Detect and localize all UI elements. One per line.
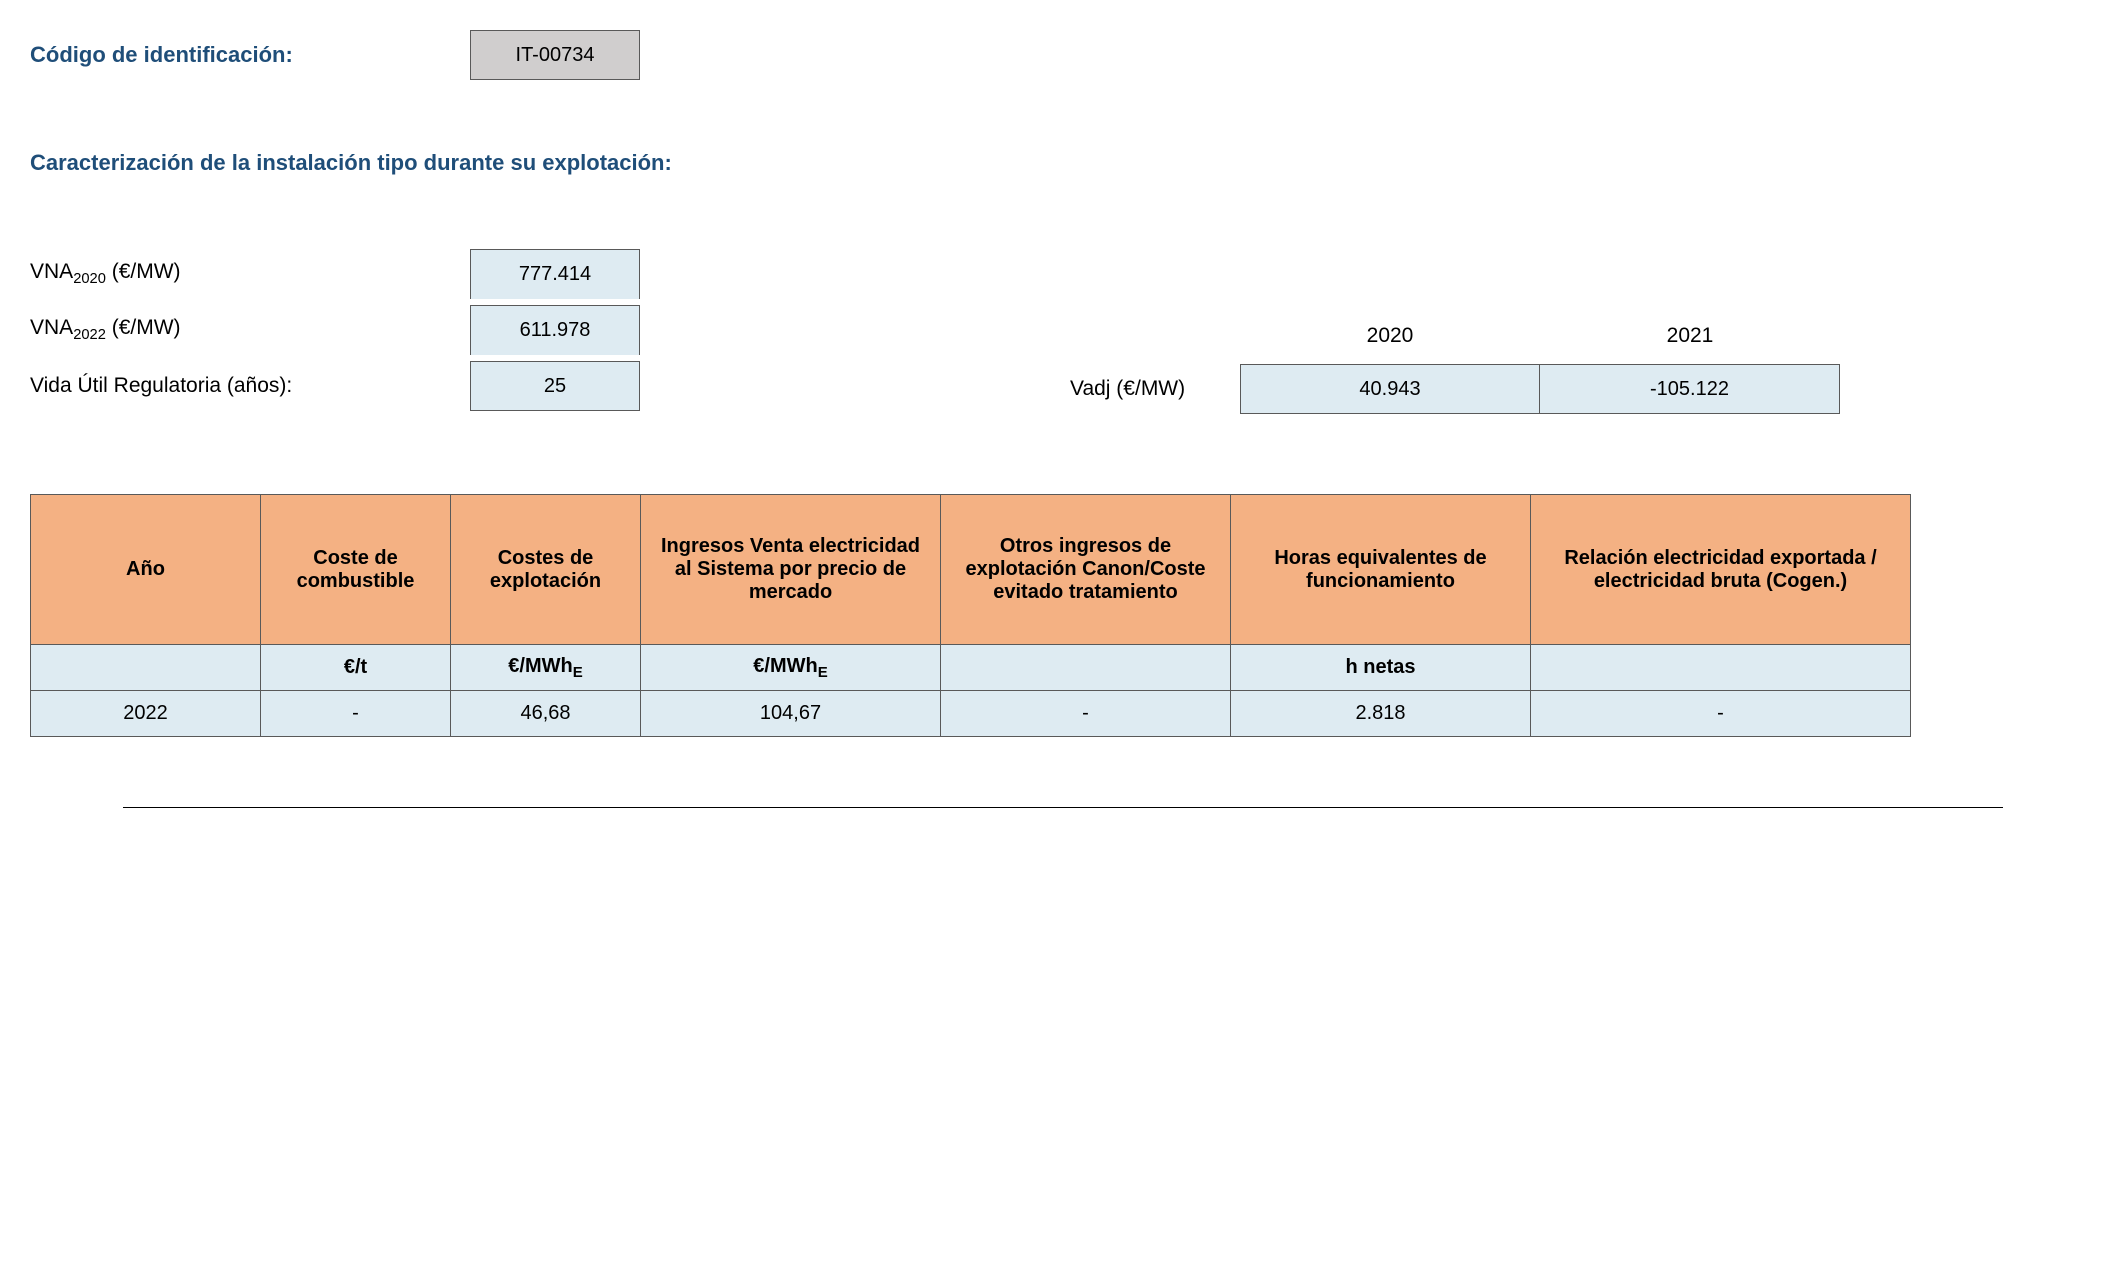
table-unit-1: €/t xyxy=(261,645,451,691)
left-params-block: VNA2020 (€/MW) 777.414 VNA2022 (€/MW) 61… xyxy=(30,246,1070,414)
table-header-5: Horas equivalentes de funcionamiento xyxy=(1231,495,1531,645)
vna2020-value: 777.414 xyxy=(519,263,591,286)
vna2022-label-pre: VNA xyxy=(30,316,73,339)
vadj-section: Vadj (€/MW) 2020 40.943 2021 -105.122 xyxy=(1070,308,1840,414)
table-header-4: Otros ingresos de explotación Canon/Cost… xyxy=(941,495,1231,645)
code-value-box: IT-00734 xyxy=(470,30,640,80)
table-unit-5: h netas xyxy=(1231,645,1531,691)
code-label: Código de identificación: xyxy=(30,42,470,68)
table-unit-row: €/t€/MWhE€/MWhEh netas xyxy=(31,645,1911,691)
table-header-row: AñoCoste de combustibleCostes de explota… xyxy=(31,495,1911,645)
upper-params-wrap: VNA2020 (€/MW) 777.414 VNA2022 (€/MW) 61… xyxy=(30,246,2096,414)
table-header-2: Costes de explotación xyxy=(451,495,641,645)
vadj-value-1: -105.122 xyxy=(1540,364,1840,414)
vna2022-value: 611.978 xyxy=(520,319,591,342)
table-cell-0-5: 2.818 xyxy=(1231,691,1531,737)
section-title: Caracterización de la instalación tipo d… xyxy=(30,150,2096,176)
table-cell-0-1: - xyxy=(261,691,451,737)
vadj-label-text: Vadj (€/MW) xyxy=(1070,377,1185,401)
vida-label: Vida Útil Regulatoria (años): xyxy=(30,374,470,398)
code-value: IT-00734 xyxy=(516,44,595,67)
table-cell-0-3: 104,67 xyxy=(641,691,941,737)
code-header-row: Código de identificación: IT-00734 xyxy=(30,30,2096,80)
vadj-col-0: 2020 40.943 xyxy=(1240,308,1540,414)
table-cell-0-0: 2022 xyxy=(31,691,261,737)
vida-row: Vida Útil Regulatoria (años): 25 xyxy=(30,358,1070,414)
vna2022-value-box: 611.978 xyxy=(470,305,640,355)
table-header-1: Coste de combustible xyxy=(261,495,451,645)
vna2022-label-post: (€/MW) xyxy=(106,316,181,339)
vna2020-row: VNA2020 (€/MW) 777.414 xyxy=(30,246,1070,302)
table-header-0: Año xyxy=(31,495,261,645)
table-unit-6 xyxy=(1531,645,1911,691)
vadj-col-1: 2021 -105.122 xyxy=(1540,308,1840,414)
main-data-table: AñoCoste de combustibleCostes de explota… xyxy=(30,494,1911,737)
vadj-year-0: 2020 xyxy=(1240,308,1540,364)
table-unit-2: €/MWhE xyxy=(451,645,641,691)
table-unit-0 xyxy=(31,645,261,691)
vna2022-row: VNA2022 (€/MW) 611.978 xyxy=(30,302,1070,358)
vida-value: 25 xyxy=(544,375,566,398)
vna2020-label: VNA2020 (€/MW) xyxy=(30,260,470,287)
table-cell-0-4: - xyxy=(941,691,1231,737)
vna2020-label-post: (€/MW) xyxy=(106,260,181,283)
vadj-value-0: 40.943 xyxy=(1240,364,1540,414)
vna2020-sub: 2020 xyxy=(73,272,106,288)
vna2020-value-box: 777.414 xyxy=(470,249,640,299)
table-unit-3: €/MWhE xyxy=(641,645,941,691)
table-cell-0-2: 46,68 xyxy=(451,691,641,737)
table-unit-4 xyxy=(941,645,1231,691)
table-cell-0-6: - xyxy=(1531,691,1911,737)
vna2022-sub: 2022 xyxy=(73,328,106,344)
divider-line xyxy=(123,807,2003,808)
vna2020-label-pre: VNA xyxy=(30,260,73,283)
vadj-year-1: 2021 xyxy=(1540,308,1840,364)
table-header-3: Ingresos Venta electricidad al Sistema p… xyxy=(641,495,941,645)
vadj-label: Vadj (€/MW) xyxy=(1070,364,1240,414)
table-header-6: Relación electricidad exportada / electr… xyxy=(1531,495,1911,645)
vna2022-label: VNA2022 (€/MW) xyxy=(30,316,470,343)
table-row: 2022-46,68104,67-2.818- xyxy=(31,691,1911,737)
vida-value-box: 25 xyxy=(470,361,640,411)
